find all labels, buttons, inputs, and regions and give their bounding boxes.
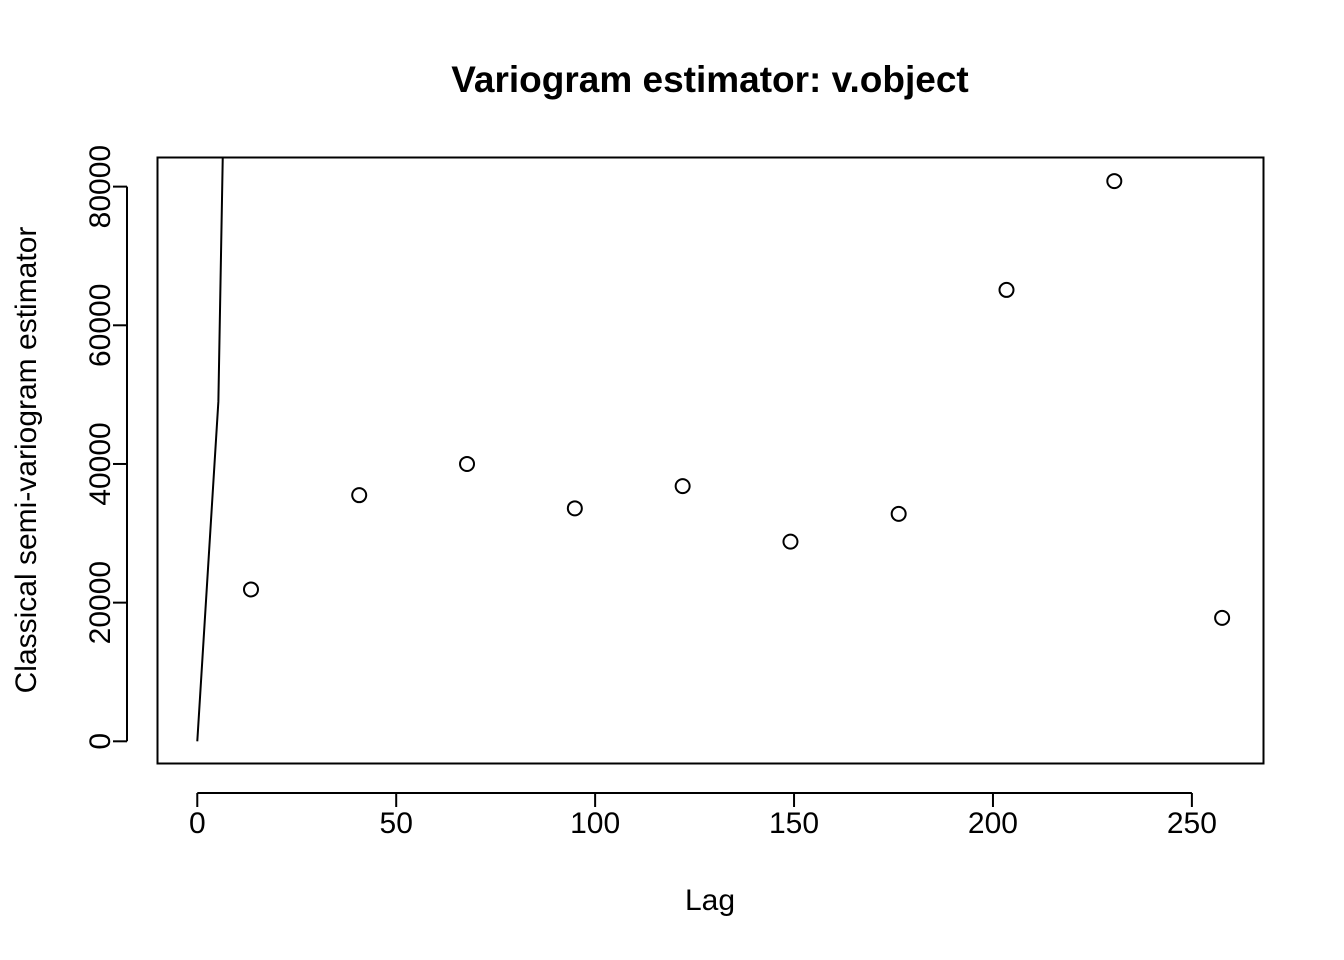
- plot-frame: [156, 156, 1265, 765]
- x-tick-label: 100: [570, 807, 620, 840]
- y-tick-label: 20000: [84, 561, 117, 644]
- data-point: [998, 281, 1015, 298]
- y-tick-label: 80000: [84, 145, 117, 228]
- data-point: [242, 581, 259, 598]
- data-point: [890, 505, 907, 522]
- x-tick-label: 200: [968, 807, 1018, 840]
- y-tick-label: 40000: [84, 422, 117, 505]
- y-axis-label: Classical semi-variogram estimator: [10, 227, 43, 694]
- data-point: [566, 500, 583, 517]
- data-series: [196, 157, 1231, 742]
- data-point: [1214, 609, 1231, 626]
- y-tick-label: 60000: [84, 284, 117, 367]
- data-point: [351, 487, 368, 504]
- x-tick-label: 250: [1167, 807, 1217, 840]
- y-tick-label: 0: [84, 733, 117, 750]
- x-tick-label: 50: [380, 807, 413, 840]
- data-point: [674, 478, 691, 495]
- y-axis: 0 20000 40000 60000 80000: [84, 145, 128, 750]
- x-axis: 0 50 100 150 200 250: [189, 792, 1217, 840]
- model-variogram-line: [196, 157, 224, 742]
- x-tick-label: 0: [189, 807, 206, 840]
- chart-title: Variogram estimator: v.object: [451, 59, 968, 100]
- data-point: [782, 533, 799, 550]
- data-point: [1106, 173, 1123, 190]
- data-point: [459, 455, 476, 472]
- x-axis-label: Lag: [685, 884, 735, 917]
- x-tick-label: 150: [769, 807, 819, 840]
